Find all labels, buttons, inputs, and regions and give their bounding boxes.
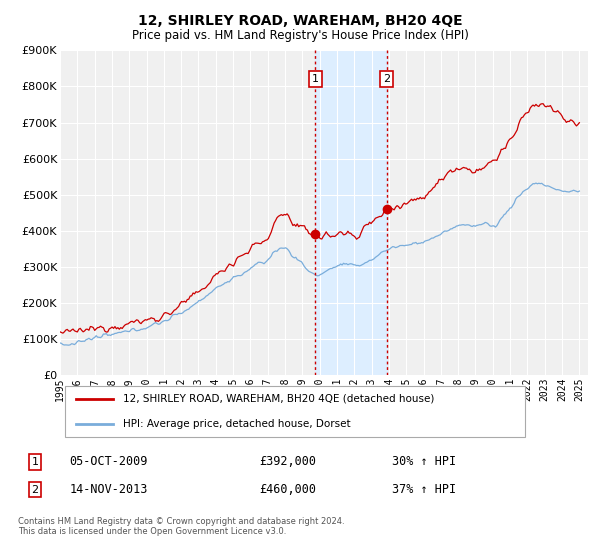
Text: 30% ↑ HPI: 30% ↑ HPI [392, 455, 456, 468]
Text: HPI: Average price, detached house, Dorset: HPI: Average price, detached house, Dors… [124, 419, 351, 430]
Text: Contains HM Land Registry data © Crown copyright and database right 2024.
This d: Contains HM Land Registry data © Crown c… [18, 517, 344, 536]
Text: 1: 1 [32, 457, 38, 467]
Text: £460,000: £460,000 [260, 483, 317, 496]
Text: 1: 1 [312, 74, 319, 84]
Bar [316, 50, 386, 375]
Text: 12, SHIRLEY ROAD, WAREHAM, BH20 4QE (detached house): 12, SHIRLEY ROAD, WAREHAM, BH20 4QE (det… [124, 394, 435, 404]
Text: 14-NOV-2013: 14-NOV-2013 [70, 483, 148, 496]
Text: 37% ↑ HPI: 37% ↑ HPI [392, 483, 456, 496]
Text: £392,000: £392,000 [260, 455, 317, 468]
Text: 05-OCT-2009: 05-OCT-2009 [70, 455, 148, 468]
Text: 12, SHIRLEY ROAD, WAREHAM, BH20 4QE: 12, SHIRLEY ROAD, WAREHAM, BH20 4QE [137, 14, 463, 28]
FancyBboxPatch shape [65, 386, 524, 437]
Text: Price paid vs. HM Land Registry's House Price Index (HPI): Price paid vs. HM Land Registry's House … [131, 29, 469, 42]
Text: 2: 2 [383, 74, 390, 84]
Text: 2: 2 [31, 484, 38, 494]
